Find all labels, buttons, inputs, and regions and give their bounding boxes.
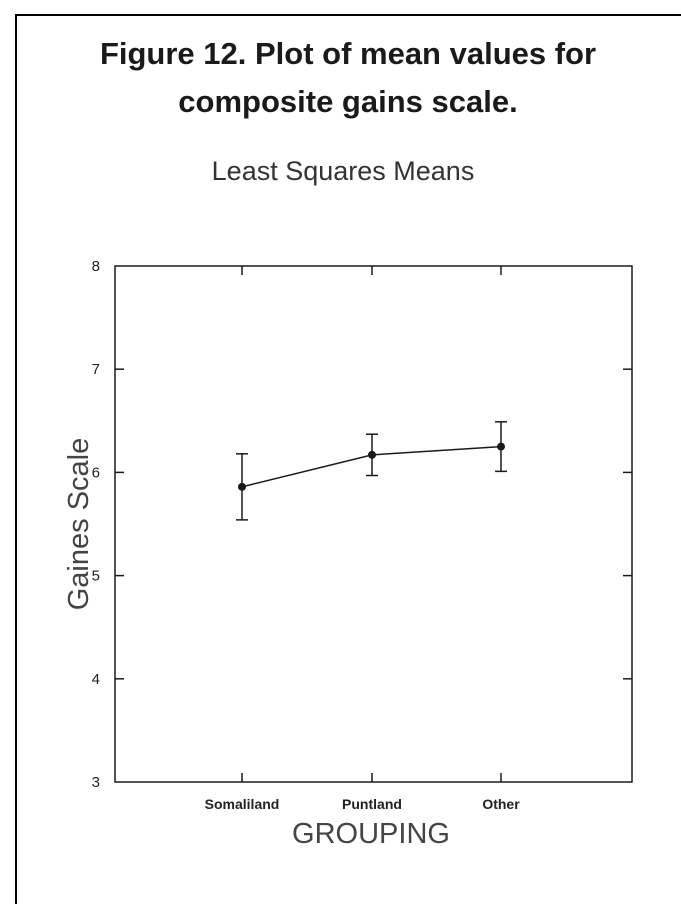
y-tick-label-3: 6 <box>92 464 100 481</box>
series-layer <box>236 421 507 521</box>
figure-frame <box>15 14 681 904</box>
data-point-2 <box>497 442 505 451</box>
y-tick-label-5: 8 <box>92 258 100 275</box>
plot-frame <box>114 265 633 783</box>
x-axis-label: GROUPING <box>292 818 450 850</box>
figure-caption-line-1: Figure 12. Plot of mean values for <box>99 36 597 71</box>
y-tick-label-1: 4 <box>92 671 100 688</box>
data-point-1 <box>368 450 376 459</box>
chart-title: Least Squares Means <box>212 156 475 186</box>
x-tick-label-2: Other <box>482 796 520 812</box>
x-tick-label-0: Somaliland <box>205 796 280 812</box>
y-tick-label-2: 5 <box>92 568 100 585</box>
x-axis: Somaliland Puntland Other <box>205 266 520 812</box>
data-point-0 <box>238 482 246 491</box>
y-axis: 3 4 5 6 7 8 <box>92 258 632 791</box>
figure-caption: Figure 12. Plot of mean values for compo… <box>15 30 681 126</box>
y-tick-label-0: 3 <box>92 774 100 791</box>
y-tick-label-4: 7 <box>92 361 100 378</box>
figure-caption-line-2: composite gains scale. <box>178 84 518 119</box>
x-tick-label-1: Puntland <box>342 796 402 812</box>
y-axis-label: Gaines Scale <box>63 438 95 611</box>
